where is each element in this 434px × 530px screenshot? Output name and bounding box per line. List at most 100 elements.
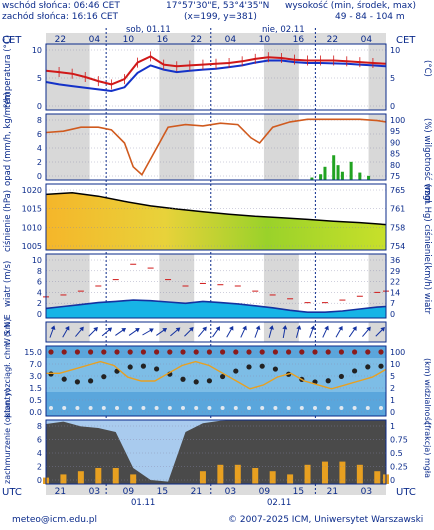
day-label-bottom-1: 01.11 [131,498,156,508]
temp-ytick-right-1: 5 [390,74,395,83]
wind-arrow-22 [348,326,357,338]
night-band-1-3 [368,114,386,180]
panel-frame-6 [45,419,387,485]
temp-ytick-right-0: 10 [390,46,400,55]
panel-frame-0 [45,43,387,111]
wind-arrow-head-4 [107,327,113,332]
wind-ytick-left-4: 2 [37,299,42,308]
wind-arrow-10 [184,327,194,337]
bottom-hour-6: 09 [259,487,271,497]
wind-ytick-right-5: 0 [390,310,395,319]
precip-ytick-right-3: 85 [390,150,400,159]
wind-arrow-head-18 [296,325,302,330]
wind-arrow-6 [128,327,140,336]
temp-ytick-left-0: 10 [32,46,42,55]
cloudext-ytick-left-1: 7.0 [29,360,42,369]
cloud-low-dot-22 [339,406,344,410]
wind-ytick-right-4: 7 [390,299,395,308]
pressure-ytick-left-1: 1015 [22,205,42,214]
precip-ytick-right-0: 100 [390,116,405,125]
wind-arrow-head-3 [93,327,98,332]
cloudcover-ytick-right-0: 1 [390,422,395,431]
wind-arrow-head-6 [135,327,140,333]
cloud-low-dot-1 [62,406,67,410]
precip-bar-4 [336,165,340,180]
precip-bar-3 [332,155,336,180]
sunrise-text: wschód słońca: 06:46 CET [2,1,120,11]
fog-bar-12 [252,468,259,484]
wind-arrow-head-22 [352,326,357,331]
cloudcover-ytick-left-2: 4 [37,449,42,458]
pressure-ytick-right-2: 758 [390,223,405,232]
precip-ytick-left-4: 0 [37,172,42,181]
cloudext-ytick-right-5: 0 [390,408,395,417]
bottom-hour-7: 15 [293,487,304,497]
cloudcover-ytick-left-4: 0 [37,476,42,485]
cloud-mid-dot-10 [180,376,186,382]
footer-email[interactable]: meteo@icm.edu.pl [12,515,97,525]
timezone-bottom-right: UTC [396,487,416,498]
cloud-top-dot-12 [206,349,212,355]
wind-ytick-right-0: 36 [390,256,400,265]
top-hour-1: 04 [89,35,101,45]
fog-bar-5 [130,474,137,484]
cloud-top-dot-16 [259,349,265,355]
bottom-hour-bar [46,484,386,495]
wind-arrow-23 [362,326,371,337]
wind-arrow-2 [75,326,84,337]
top-hour-bar [46,33,386,44]
wind-arrow-head-8 [162,327,168,333]
top-hour-0: 22 [55,35,66,45]
wind-arrow-head-19 [310,325,316,331]
cloudext-ytick-left-5: 0.0 [29,408,42,417]
altitude-values: 49 - 84 - 104 m [335,12,405,22]
night-band-3-3 [368,254,386,318]
wind-arrow-head-12 [215,326,221,331]
cloud-top-dot-20 [312,349,318,355]
night-band-1-1 [159,114,195,180]
cloud-low-dot-20 [313,406,317,410]
wind-arrow-head-10 [189,327,194,332]
wind-ytick-left-0: 10 [32,256,42,265]
cloud-low-dot-13 [220,406,225,410]
panel-frame-5 [45,345,387,417]
temp-ytick-left-1: 5 [37,74,42,83]
day-label-top-1: sob, 01.11 [126,25,171,35]
wind-arrow-17 [282,325,288,338]
cloud-low-dot-5 [115,406,119,410]
wind-arrow-5 [115,327,127,336]
cloud-mid-dot-22 [338,373,344,380]
cloud-low-dot-4 [101,406,106,410]
sunset-text: zachód słońca: 16:16 CET [2,12,119,22]
precip-bar-6 [349,161,353,180]
wind-arrow-13 [226,325,234,338]
cloud-cover-area [46,420,386,484]
cloud-mid-dot-6 [127,364,133,370]
wind-arrow-14 [240,325,247,338]
cloud-top-dot-5 [114,349,120,355]
wind-ytick-left-3: 4 [37,288,42,297]
fog-bar-15 [304,464,311,484]
cloud-top-dot-14 [233,349,239,355]
wind-ytick-left-2: 6 [37,278,42,287]
precip-ytick-right-1: 95 [390,127,400,136]
pressure-ytick-right-3: 754 [390,242,405,251]
wind-arrow-16 [268,325,274,338]
cloudcover-ytick-left-1: 6 [37,436,42,445]
pressure-ytick-left-2: 1010 [22,223,42,232]
bottom-hour-8: 21 [327,487,338,497]
cloud-low-dot-16 [260,406,265,410]
cloud-low-dot-10 [181,406,185,410]
pressure-line [45,191,387,226]
cloud-mid-dot-12 [206,378,212,384]
cloud-top-dot-21 [325,349,331,355]
cloudcover-ytick-right-4: 0 [390,476,395,485]
cloud-low-dot-9 [167,406,172,410]
cloud-top-dot-7 [140,349,146,355]
cloud-mid-dot-11 [193,379,199,385]
wind-arrow-7 [142,328,154,336]
cloud-top-dot-2 [74,349,80,355]
cloud-low-dot-25 [379,406,383,410]
cloudext-ytick-left-3: 1.5 [29,384,42,393]
cloud-mid-dot-21 [325,378,331,384]
